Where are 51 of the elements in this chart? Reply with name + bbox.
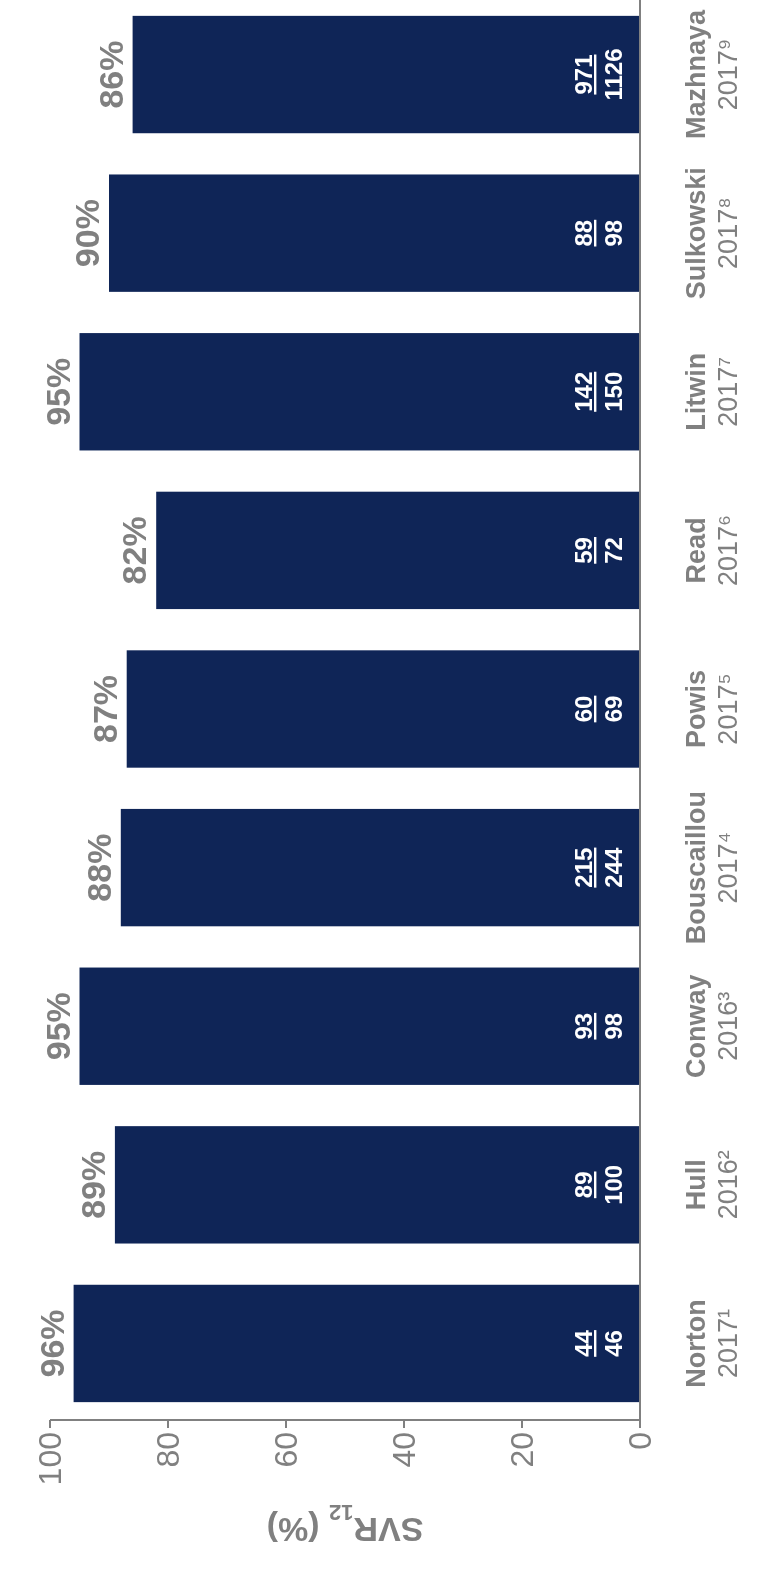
annotation: 93 bbox=[570, 1012, 597, 1040]
annotation: 1126 bbox=[600, 48, 627, 101]
x-tick-label: 80 bbox=[150, 1432, 187, 1468]
data-label: 87% bbox=[85, 674, 124, 744]
annotation: 971 bbox=[570, 54, 597, 95]
x-tick-label: 0 bbox=[622, 1432, 659, 1450]
data-label: 82% bbox=[115, 516, 154, 585]
annotation: 72 bbox=[600, 537, 627, 564]
data-label: 86% bbox=[91, 40, 130, 109]
annotation: 244 bbox=[600, 846, 627, 888]
annotation: 150 bbox=[600, 371, 627, 412]
data-label: 90% bbox=[68, 199, 106, 268]
annotation: 59 bbox=[570, 537, 597, 564]
y-tick-label: Hull 2016² bbox=[681, 1150, 743, 1220]
bar bbox=[79, 333, 640, 451]
data-label: 89% bbox=[73, 1150, 112, 1219]
data-label: 88% bbox=[79, 833, 118, 902]
y-tick-label: Mazhnaya 2017⁹ bbox=[681, 9, 743, 140]
annotation: 142 bbox=[570, 371, 597, 412]
data-label: 95% bbox=[38, 992, 77, 1061]
y-tick-label: Sulkowski 2017⁸ bbox=[681, 167, 743, 300]
y-tick-label: Powis 2017⁵ bbox=[681, 669, 743, 749]
bar bbox=[114, 1126, 640, 1244]
annotation: 100 bbox=[600, 1164, 627, 1205]
y-tick-label: Norton 2017¹ bbox=[681, 1299, 743, 1388]
bar bbox=[73, 1284, 640, 1403]
x-tick-label: 20 bbox=[504, 1432, 541, 1468]
y-tick-label: Bouscaillou 2017⁴ bbox=[681, 791, 743, 945]
data-label: 95% bbox=[38, 357, 77, 426]
bar bbox=[109, 174, 640, 292]
annotation: 215 bbox=[570, 847, 597, 888]
x-tick-label: 60 bbox=[268, 1432, 305, 1468]
y-tick-label: Read 2017⁶ bbox=[681, 514, 743, 586]
annotation: 88 bbox=[570, 219, 597, 247]
annotation: 69 bbox=[600, 695, 627, 723]
annotation: 98 bbox=[600, 219, 627, 247]
x-tick-label: 40 bbox=[386, 1432, 423, 1468]
annotation: 44 bbox=[570, 1329, 597, 1357]
bar bbox=[79, 967, 640, 1085]
data-label: 96% bbox=[32, 1309, 71, 1378]
bar bbox=[156, 491, 640, 610]
annotation: 89 bbox=[570, 1171, 597, 1199]
y-tick-label: Conway 2016³ bbox=[681, 974, 743, 1078]
annotation: 60 bbox=[570, 695, 597, 723]
annotation: 98 bbox=[600, 1012, 627, 1040]
x-tick-label: 100 bbox=[32, 1432, 69, 1486]
annotation: 46 bbox=[600, 1330, 627, 1357]
bar bbox=[120, 808, 640, 927]
bar bbox=[132, 15, 640, 134]
y-tick-label: Litwin 2017⁷ bbox=[681, 352, 743, 431]
bar bbox=[126, 650, 640, 768]
